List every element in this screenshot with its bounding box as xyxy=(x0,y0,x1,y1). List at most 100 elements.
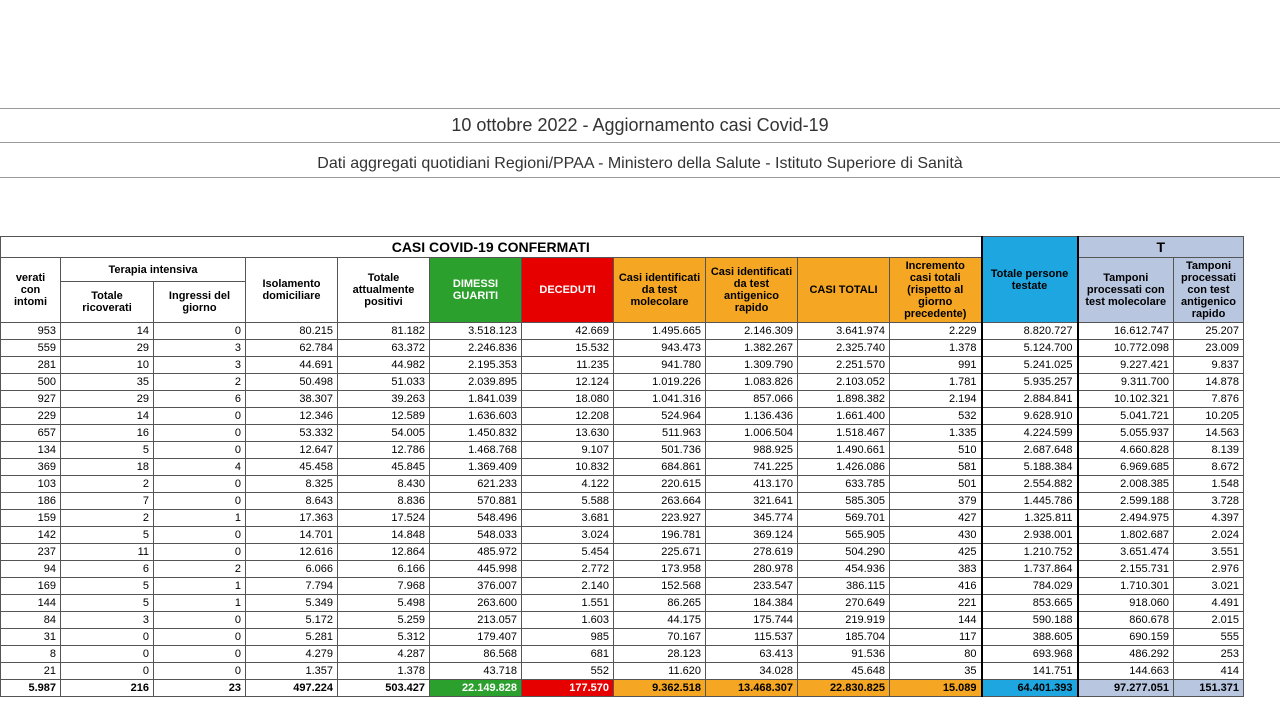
cell: 524.964 xyxy=(614,408,706,425)
cell: 4.279 xyxy=(246,646,338,663)
page: 10 ottobre 2022 - Aggiornamento casi Cov… xyxy=(0,0,1280,697)
cell: 3 xyxy=(61,612,154,629)
cell: 7.968 xyxy=(338,578,430,595)
cell: 15.532 xyxy=(522,340,614,357)
cell: 54.005 xyxy=(338,425,430,442)
cell: 918.060 xyxy=(1078,595,1174,612)
cell: 1.369.409 xyxy=(430,459,522,476)
cell: 3.641.974 xyxy=(798,323,890,340)
cell: 8.139 xyxy=(1174,442,1244,459)
title-sub: Dati aggregati quotidiani Regioni/PPAA -… xyxy=(0,155,1280,178)
cell: 369.124 xyxy=(706,527,798,544)
cell: 2.687.648 xyxy=(982,442,1078,459)
cell: 953 xyxy=(1,323,61,340)
cell: 253 xyxy=(1174,646,1244,663)
cell: 2.772 xyxy=(522,561,614,578)
cell: 1.210.752 xyxy=(982,544,1078,561)
table-row: 36918445.45845.8451.369.40910.832684.861… xyxy=(1,459,1244,476)
cell: 5 xyxy=(61,527,154,544)
cell: 175.744 xyxy=(706,612,798,629)
cell: 414 xyxy=(1174,663,1244,680)
table-row: 1592117.36317.524548.4963.681223.927345.… xyxy=(1,510,1244,527)
total-cell: 22.149.828 xyxy=(430,680,522,697)
cell: 0 xyxy=(154,629,246,646)
cell: 5.259 xyxy=(338,612,430,629)
cell: 42.669 xyxy=(522,323,614,340)
cell: 581 xyxy=(890,459,982,476)
cell: 81.182 xyxy=(338,323,430,340)
cell: 11.620 xyxy=(614,663,706,680)
table-row: 1345012.64712.7861.468.7689.107501.73698… xyxy=(1,442,1244,459)
cell: 552 xyxy=(522,663,614,680)
cell: 1.551 xyxy=(522,595,614,612)
cell: 10.832 xyxy=(522,459,614,476)
cell: 1.378 xyxy=(338,663,430,680)
table-row: 1425014.70114.848548.0333.024196.781369.… xyxy=(1,527,1244,544)
cell: 1.802.687 xyxy=(1078,527,1174,544)
table-row: 8004.2794.28786.56868128.12363.41391.536… xyxy=(1,646,1244,663)
cell: 1.548 xyxy=(1174,476,1244,493)
cell: 5.349 xyxy=(246,595,338,612)
total-cell: 151.371 xyxy=(1174,680,1244,697)
cell: 144.663 xyxy=(1078,663,1174,680)
col-header: verati conintomi xyxy=(1,258,61,323)
cell: 2.325.740 xyxy=(798,340,890,357)
cell: 144 xyxy=(890,612,982,629)
cell: 485.972 xyxy=(430,544,522,561)
cell: 8.325 xyxy=(246,476,338,493)
cell: 220.615 xyxy=(614,476,706,493)
cell: 2 xyxy=(154,374,246,391)
cell: 321.641 xyxy=(706,493,798,510)
cell: 510 xyxy=(890,442,982,459)
cell: 2 xyxy=(61,476,154,493)
cell: 5.041.721 xyxy=(1078,408,1174,425)
cell: 570.881 xyxy=(430,493,522,510)
covid-table: CASI COVID-19 CONFERMATITotale persone t… xyxy=(0,236,1244,697)
cell: 11 xyxy=(61,544,154,561)
cell: 6 xyxy=(61,561,154,578)
cell: 10.772.098 xyxy=(1078,340,1174,357)
cell: 8.672 xyxy=(1174,459,1244,476)
cell: 50.498 xyxy=(246,374,338,391)
cell: 1 xyxy=(154,578,246,595)
cell: 21 xyxy=(1,663,61,680)
cell: 263.600 xyxy=(430,595,522,612)
col-header: Totale ricoverati xyxy=(61,282,154,323)
cell: 0 xyxy=(61,663,154,680)
cell: 2.599.188 xyxy=(1078,493,1174,510)
table-row: 186708.6438.836570.8815.588263.664321.64… xyxy=(1,493,1244,510)
cell: 1.426.086 xyxy=(798,459,890,476)
cell: 144 xyxy=(1,595,61,612)
col-header: Tamponi processati con test molecolare xyxy=(1078,258,1174,323)
cell: 86.568 xyxy=(430,646,522,663)
cell: 2.194 xyxy=(890,391,982,408)
cell: 943.473 xyxy=(614,340,706,357)
cell: 281 xyxy=(1,357,61,374)
cell: 1.041.316 xyxy=(614,391,706,408)
table-container: CASI COVID-19 CONFERMATITotale persone t… xyxy=(0,236,1280,697)
cell: 7 xyxy=(61,493,154,510)
table-row: 22914012.34612.5891.636.60312.208524.964… xyxy=(1,408,1244,425)
cell: 80 xyxy=(890,646,982,663)
cell: 134 xyxy=(1,442,61,459)
cell: 29 xyxy=(61,340,154,357)
cell: 5.124.700 xyxy=(982,340,1078,357)
cell: 14 xyxy=(61,323,154,340)
cell: 8.836 xyxy=(338,493,430,510)
table-row: 55929362.78463.3722.246.83615.532943.473… xyxy=(1,340,1244,357)
cell: 386.115 xyxy=(798,578,890,595)
cell: 5.498 xyxy=(338,595,430,612)
cell: 94 xyxy=(1,561,61,578)
cell: 1.518.467 xyxy=(798,425,890,442)
cell: 91.536 xyxy=(798,646,890,663)
cell: 28.123 xyxy=(614,646,706,663)
cell: 345.774 xyxy=(706,510,798,527)
cell: 5 xyxy=(61,578,154,595)
cell: 13.630 xyxy=(522,425,614,442)
cell: 169 xyxy=(1,578,61,595)
cell: 44.175 xyxy=(614,612,706,629)
cell: 14.701 xyxy=(246,527,338,544)
cell: 263.664 xyxy=(614,493,706,510)
cell: 4.491 xyxy=(1174,595,1244,612)
cell: 0 xyxy=(154,476,246,493)
